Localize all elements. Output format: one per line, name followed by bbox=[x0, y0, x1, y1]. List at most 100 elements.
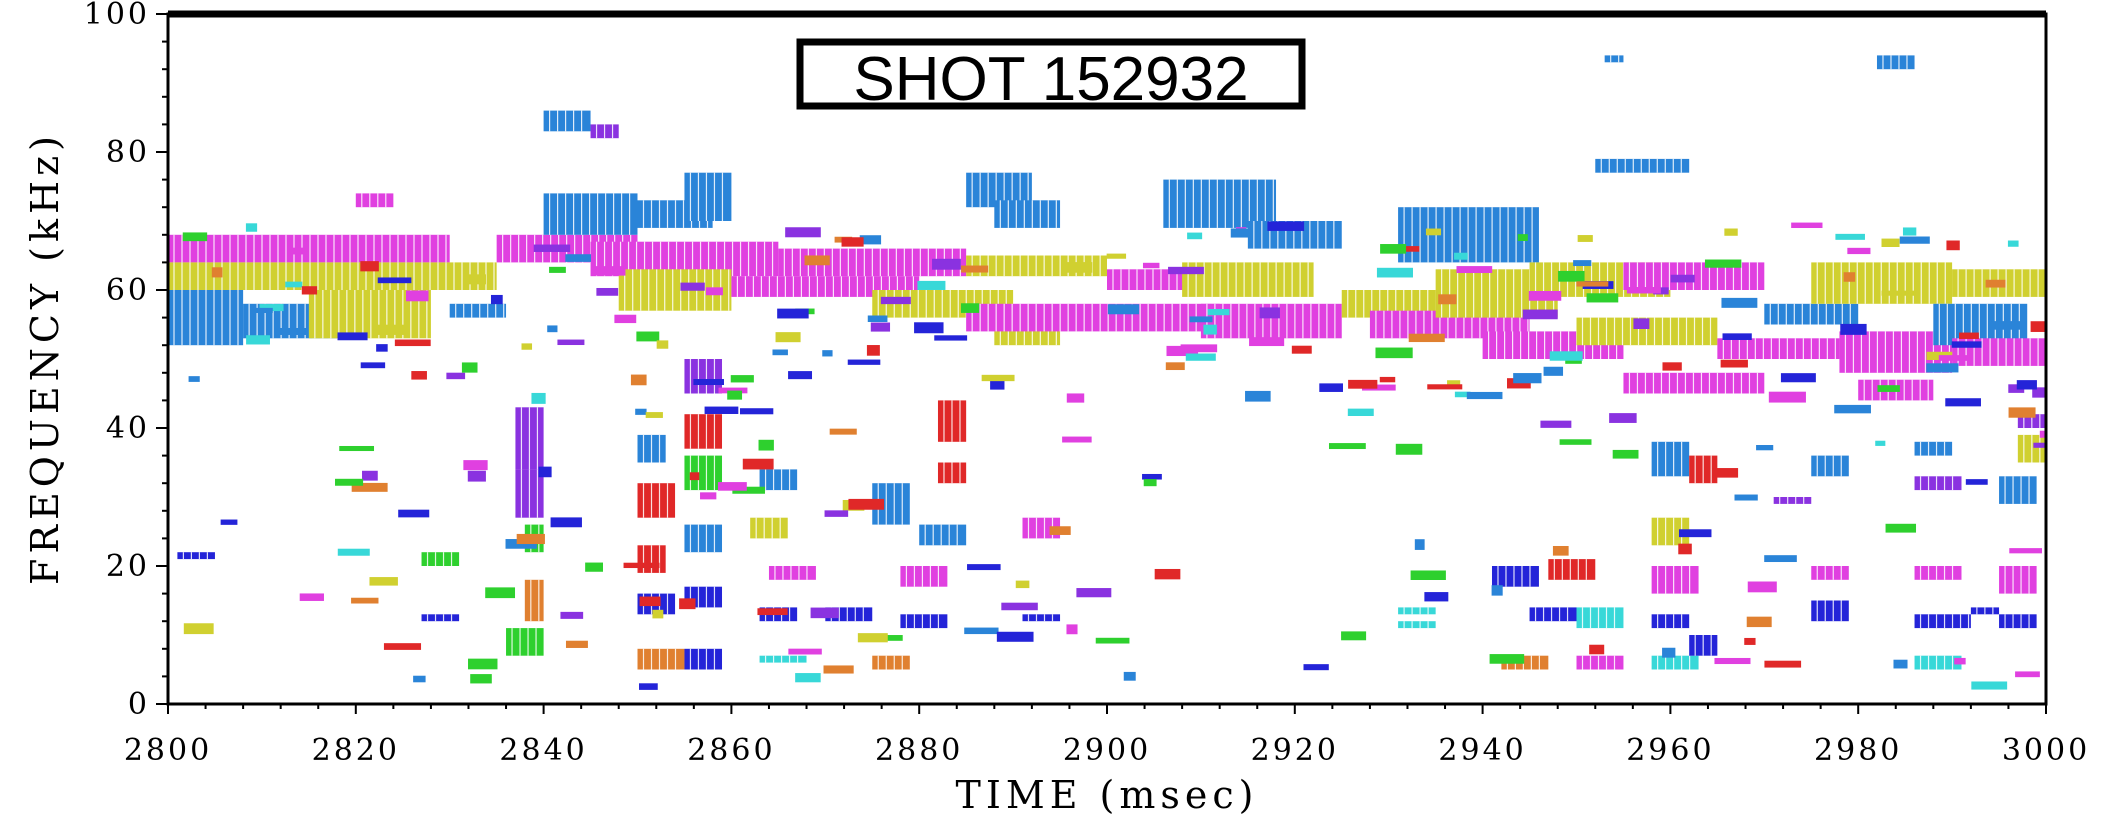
fragment bbox=[1954, 657, 1966, 665]
patch-red bbox=[1548, 559, 1596, 580]
fragment bbox=[1528, 290, 1562, 301]
spectral-patches bbox=[168, 55, 2046, 670]
fragment bbox=[531, 392, 546, 404]
fragment bbox=[1424, 592, 1449, 602]
fragment bbox=[1062, 436, 1092, 443]
fragment bbox=[1230, 228, 1251, 238]
patch-red bbox=[637, 545, 666, 573]
x-tick-label: 3000 bbox=[2002, 733, 2090, 768]
patch-blue bbox=[1811, 455, 1849, 477]
fragment bbox=[1893, 659, 1908, 669]
patch-red bbox=[937, 400, 967, 442]
fragment bbox=[1558, 270, 1585, 282]
x-axis-ticks: 2800 2820 2840 2860 2880 2900 2920 2940 2960 2980… bbox=[124, 704, 2090, 768]
fragment bbox=[623, 562, 660, 569]
patch-blue bbox=[1651, 441, 1690, 477]
fragment bbox=[1438, 294, 1457, 305]
fragment bbox=[1835, 233, 1865, 240]
fragment bbox=[614, 314, 637, 324]
fragment bbox=[1899, 236, 1930, 244]
patch-cyan bbox=[1576, 607, 1624, 629]
patch-navy bbox=[1999, 614, 2037, 629]
fragment bbox=[485, 587, 516, 599]
fragment bbox=[1885, 523, 1917, 533]
fragment bbox=[1107, 304, 1140, 315]
fragment bbox=[964, 627, 999, 635]
fragment bbox=[1768, 391, 1806, 403]
patch-blue bbox=[543, 193, 638, 235]
fragment bbox=[1189, 316, 1213, 323]
fragment bbox=[246, 335, 270, 345]
fragment bbox=[285, 281, 303, 288]
fragment bbox=[1577, 235, 1593, 242]
fragment bbox=[810, 607, 839, 619]
patch-navy bbox=[1914, 614, 1971, 629]
fragment bbox=[188, 376, 200, 382]
fragment bbox=[1401, 246, 1420, 252]
fragment bbox=[1380, 244, 1407, 254]
fragment bbox=[533, 244, 571, 252]
patch-yellow bbox=[168, 262, 497, 290]
fragment bbox=[468, 658, 498, 670]
fragment bbox=[398, 509, 430, 518]
fragment bbox=[1379, 376, 1396, 383]
fragment bbox=[301, 286, 318, 295]
fragment bbox=[1559, 439, 1592, 445]
patch-yellow bbox=[1811, 262, 1953, 304]
patch-magenta bbox=[1576, 655, 1624, 670]
fragment bbox=[1938, 355, 1974, 361]
y-tick-label: 0 bbox=[128, 687, 150, 722]
fragment bbox=[960, 303, 980, 313]
patch-magenta bbox=[1914, 566, 1962, 580]
fragment bbox=[1066, 624, 1078, 635]
patch-purple bbox=[684, 359, 723, 394]
fragment bbox=[1123, 671, 1136, 681]
patch-blue bbox=[994, 200, 1061, 228]
fragment bbox=[2008, 407, 2036, 418]
fragment bbox=[299, 593, 324, 601]
fragment bbox=[360, 362, 386, 369]
fragment bbox=[981, 374, 1015, 382]
fragment bbox=[1573, 260, 1592, 267]
fragment bbox=[2032, 387, 2046, 398]
y-tick-label: 80 bbox=[106, 135, 150, 170]
y-tick-label: 60 bbox=[106, 273, 150, 308]
fragment bbox=[1375, 347, 1413, 359]
fragment bbox=[1143, 479, 1157, 487]
patch-blue bbox=[684, 524, 723, 553]
patch-purple bbox=[590, 124, 619, 139]
patch-navy bbox=[177, 552, 215, 560]
fragment bbox=[1633, 318, 1650, 330]
fragment bbox=[1840, 323, 1867, 335]
y-axis-ticks: 0 20 40 60 80 100 bbox=[84, 0, 168, 722]
shot-label-box: SHOT 152932 bbox=[796, 38, 1306, 114]
patch-magenta bbox=[1651, 566, 1699, 594]
patch-blue bbox=[684, 172, 732, 221]
patch-magenta bbox=[768, 566, 816, 580]
fragment bbox=[1881, 290, 1916, 296]
patch-blue bbox=[919, 524, 967, 546]
patch-blue bbox=[1764, 303, 1859, 325]
fragment bbox=[1454, 391, 1471, 398]
fragment bbox=[565, 254, 591, 262]
fragment bbox=[772, 349, 788, 356]
fragment bbox=[847, 359, 881, 365]
fragment bbox=[739, 408, 774, 415]
fragment bbox=[211, 267, 223, 278]
fragment bbox=[1489, 654, 1525, 664]
fragment bbox=[1203, 324, 1217, 335]
fragment bbox=[732, 486, 765, 494]
fragment bbox=[1076, 588, 1112, 598]
fragment bbox=[277, 327, 307, 335]
fragment bbox=[693, 379, 724, 386]
fragment bbox=[1662, 362, 1682, 371]
fragment bbox=[585, 562, 603, 572]
fragment bbox=[377, 277, 412, 284]
x-tick-label: 2840 bbox=[499, 733, 587, 768]
fragment bbox=[339, 445, 375, 452]
fragment bbox=[1180, 344, 1218, 353]
fragment bbox=[705, 287, 723, 296]
fragment bbox=[679, 598, 696, 610]
fragment bbox=[1764, 555, 1797, 563]
fragment bbox=[1328, 443, 1366, 450]
